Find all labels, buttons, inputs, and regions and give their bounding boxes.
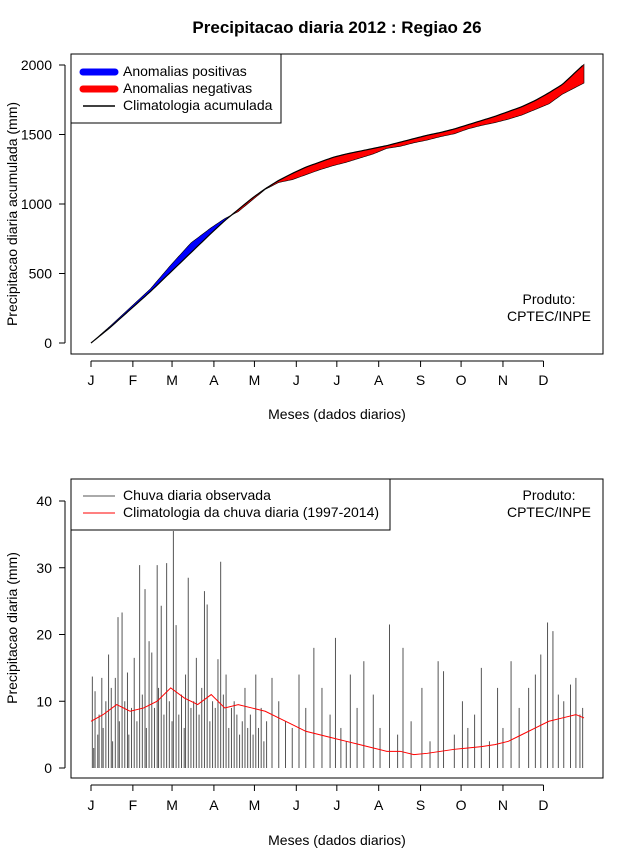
y-axis-label: Precipitacao diaria acumulada (mm) (4, 102, 20, 326)
climatology-cumulative-line (90, 65, 584, 344)
x-tick-label: O (456, 372, 467, 388)
y-tick-label: 30 (36, 560, 52, 576)
x-tick-label: A (374, 797, 384, 813)
legend: Chuva diaria observada Climatologia da c… (70, 478, 391, 531)
y-tick-label: 10 (36, 693, 52, 709)
x-axis-label: Meses (dados diarios) (268, 406, 406, 422)
y-tick-label: 20 (36, 627, 52, 643)
climatology-line (90, 687, 585, 756)
x-tick-label: N (498, 372, 508, 388)
y-tick-label: 0 (44, 335, 52, 351)
x-tick-label: J (333, 797, 340, 813)
product-annotation: CPTEC/INPE (507, 308, 591, 324)
y-axis: 0 500 1000 1500 2000 (21, 57, 66, 351)
y-tick-label: 1000 (21, 196, 52, 212)
legend-label: Anomalias negativas (123, 80, 252, 96)
x-tick-label: S (416, 372, 425, 388)
y-tick-label: 500 (29, 266, 53, 282)
cumulative-precipitation-chart: 0 500 1000 1500 2000 J F M A M J J A S O N D Precipitac… (4, 53, 604, 422)
x-tick-label: A (374, 372, 384, 388)
x-tick-label: M (249, 797, 261, 813)
legend-box (70, 478, 391, 531)
daily-bars (91, 531, 584, 768)
x-tick-label: J (293, 797, 300, 813)
daily-precipitation-chart: 0 10 20 30 40 J F M A M J J A S O N D Precipitacao diar… (4, 478, 604, 848)
product-annotation: Produto: (523, 487, 576, 503)
x-tick-label: D (538, 797, 548, 813)
x-tick-label: J (333, 372, 340, 388)
legend: Anomalias positivas Anomalias negativas … (70, 53, 282, 124)
x-tick-label: M (249, 372, 261, 388)
x-tick-label: M (166, 372, 178, 388)
x-tick-label: F (129, 797, 138, 813)
product-annotation: CPTEC/INPE (507, 504, 591, 520)
x-tick-label: A (209, 797, 219, 813)
plot-frame (70, 53, 604, 355)
y-axis: 0 10 20 30 40 (36, 493, 66, 776)
x-tick-label: J (88, 372, 95, 388)
x-tick-label: J (293, 372, 300, 388)
x-tick-label: A (209, 372, 219, 388)
x-tick-label: S (416, 797, 425, 813)
y-tick-label: 2000 (21, 57, 52, 73)
cumulative-lines (90, 65, 584, 344)
x-tick-label: J (88, 797, 95, 813)
x-tick-label: O (456, 797, 467, 813)
legend-label: Climatologia da chuva diaria (1997-2014) (123, 504, 379, 520)
y-axis-label: Precipitacao diaria (mm) (4, 552, 20, 704)
x-axis-label: Meses (dados diarios) (268, 832, 406, 848)
y-tick-label: 0 (44, 760, 52, 776)
legend-label: Chuva diaria observada (123, 487, 271, 503)
chart-title: Precipitacao diaria 2012 : Regiao 26 (192, 18, 481, 37)
x-tick-label: F (129, 372, 138, 388)
y-tick-label: 40 (36, 493, 52, 509)
climatology-daily-line (90, 687, 585, 756)
x-tick-label: D (538, 372, 548, 388)
x-tick-label: N (498, 797, 508, 813)
product-annotation: Produto: (523, 291, 576, 307)
x-tick-label: M (166, 797, 178, 813)
legend-label: Climatologia acumulada (123, 97, 273, 113)
y-tick-label: 1500 (21, 127, 52, 143)
legend-label: Anomalias positivas (123, 63, 247, 79)
